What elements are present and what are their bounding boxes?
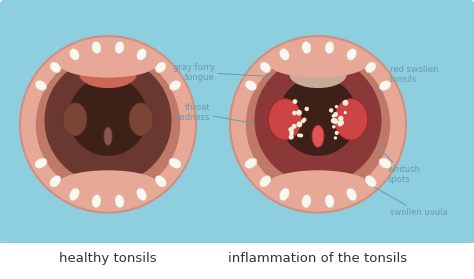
Circle shape xyxy=(69,77,147,156)
Circle shape xyxy=(334,136,337,140)
Circle shape xyxy=(331,118,336,124)
Ellipse shape xyxy=(169,158,181,168)
Ellipse shape xyxy=(70,49,79,60)
Circle shape xyxy=(335,105,338,108)
Ellipse shape xyxy=(129,103,153,136)
Ellipse shape xyxy=(60,51,156,78)
Circle shape xyxy=(292,111,297,115)
FancyBboxPatch shape xyxy=(0,0,474,247)
Ellipse shape xyxy=(115,42,124,54)
Circle shape xyxy=(255,57,382,184)
Ellipse shape xyxy=(290,61,346,88)
Ellipse shape xyxy=(365,176,376,187)
Text: healthy tonsils: healthy tonsils xyxy=(59,252,157,266)
Circle shape xyxy=(230,36,406,213)
Circle shape xyxy=(289,128,294,132)
Ellipse shape xyxy=(325,42,334,54)
Circle shape xyxy=(344,111,347,114)
Ellipse shape xyxy=(260,62,271,73)
Circle shape xyxy=(296,110,302,116)
Ellipse shape xyxy=(335,99,367,140)
Text: gray furry
tongue: gray furry tongue xyxy=(173,62,285,82)
Circle shape xyxy=(20,36,196,213)
Circle shape xyxy=(329,108,333,113)
Circle shape xyxy=(289,134,294,140)
Circle shape xyxy=(338,116,344,121)
Ellipse shape xyxy=(325,195,334,208)
Ellipse shape xyxy=(379,158,391,168)
Ellipse shape xyxy=(92,195,101,208)
Ellipse shape xyxy=(302,195,311,208)
Circle shape xyxy=(297,121,302,127)
Circle shape xyxy=(333,112,338,117)
Ellipse shape xyxy=(104,127,112,145)
Ellipse shape xyxy=(245,158,257,168)
Ellipse shape xyxy=(312,125,324,147)
Ellipse shape xyxy=(137,49,146,60)
Circle shape xyxy=(289,131,294,135)
Ellipse shape xyxy=(63,103,87,136)
Ellipse shape xyxy=(70,188,79,201)
Ellipse shape xyxy=(280,188,289,201)
Ellipse shape xyxy=(50,176,61,187)
Circle shape xyxy=(335,131,339,135)
Circle shape xyxy=(288,127,293,132)
Circle shape xyxy=(36,52,180,197)
Ellipse shape xyxy=(50,62,61,73)
Circle shape xyxy=(299,134,303,138)
Ellipse shape xyxy=(379,81,391,90)
Ellipse shape xyxy=(80,61,137,88)
Ellipse shape xyxy=(347,49,356,60)
Ellipse shape xyxy=(137,188,146,201)
Circle shape xyxy=(337,122,342,126)
Text: throat
redness: throat redness xyxy=(177,103,275,128)
Circle shape xyxy=(302,117,307,122)
Ellipse shape xyxy=(280,49,289,60)
Ellipse shape xyxy=(365,62,376,73)
Circle shape xyxy=(246,52,390,197)
Circle shape xyxy=(292,99,297,104)
Ellipse shape xyxy=(57,170,159,199)
Text: swollen uvula: swollen uvula xyxy=(318,155,447,217)
Text: whitush
spots: whitush spots xyxy=(355,122,421,184)
Circle shape xyxy=(279,77,357,156)
Ellipse shape xyxy=(245,81,256,90)
Text: inflammation of the tonsils: inflammation of the tonsils xyxy=(228,252,408,266)
Circle shape xyxy=(332,114,336,118)
Circle shape xyxy=(343,100,348,106)
Circle shape xyxy=(297,133,301,137)
Ellipse shape xyxy=(302,42,311,54)
Circle shape xyxy=(304,107,309,111)
Circle shape xyxy=(292,124,297,129)
Circle shape xyxy=(333,119,338,124)
Text: red swollen
tonsils: red swollen tonsils xyxy=(357,64,438,100)
Ellipse shape xyxy=(268,99,301,140)
Ellipse shape xyxy=(260,176,271,187)
Circle shape xyxy=(45,57,172,184)
Ellipse shape xyxy=(92,42,101,54)
Ellipse shape xyxy=(115,195,124,208)
Ellipse shape xyxy=(35,81,46,90)
Ellipse shape xyxy=(169,81,181,90)
Ellipse shape xyxy=(155,62,166,73)
Ellipse shape xyxy=(155,176,166,187)
Circle shape xyxy=(332,125,336,129)
Ellipse shape xyxy=(346,188,356,201)
Ellipse shape xyxy=(267,170,369,199)
Circle shape xyxy=(338,119,344,126)
Ellipse shape xyxy=(270,51,366,78)
Circle shape xyxy=(301,119,305,123)
Ellipse shape xyxy=(35,158,47,168)
